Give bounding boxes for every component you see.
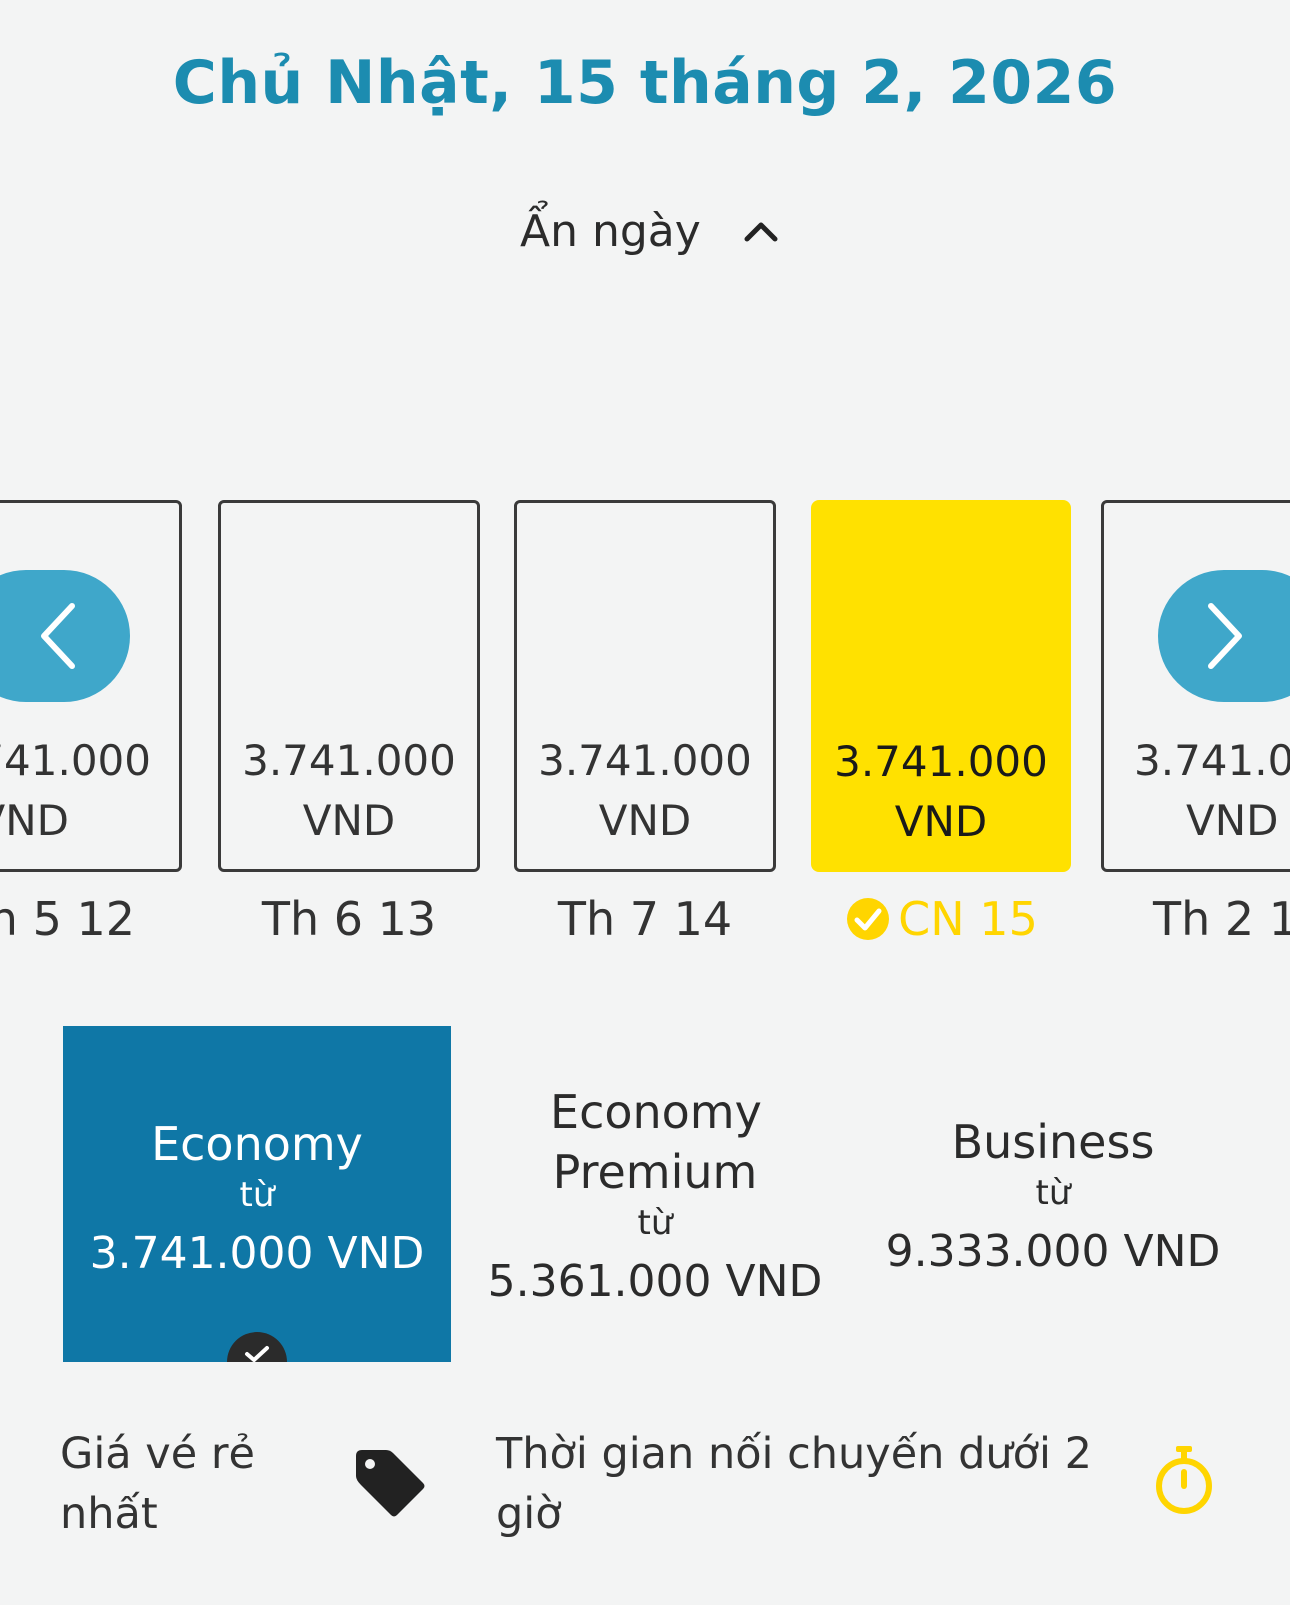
day-price-amount: 3.741.000 [538,736,752,785]
day-price-currency: VND [598,796,692,845]
day-price: 3.741.000 VND [811,732,1071,852]
feature-short-connection-label: Thời gian nối chuyến dưới 2 giờ [496,1429,1092,1539]
price-tag-icon [356,1450,425,1517]
day-label-text: CN 15 [898,892,1038,946]
cabin-business[interactable]: Business từ 9.333.000 VND [858,1026,1248,1362]
day-card-selected[interactable]: 3.741.000 VND [811,500,1071,872]
cabin-economy-premium[interactable]: Economy Premium từ 5.361.000 VND [460,1026,850,1362]
day-price-amount: 741.000 [0,736,151,785]
day-price-amount: 3.741.000 [242,736,456,785]
day-price-currency: VND [894,797,988,846]
day-price: 741.000 VND [0,731,179,851]
day-label: Th 7 14 [557,892,733,946]
day-price-currency: VND [0,796,69,845]
day-price: 3.741.000 VND [221,731,477,851]
day-carousel: 741.000 VND h 5 12 3.741.000 VND Th 6 13… [0,500,1290,970]
day-price-currency: VND [1186,796,1279,845]
day-label: Th 2 1 [1153,892,1290,946]
day-card[interactable]: 3.741.000 VND [218,500,480,872]
day-price: 3.741.00 VND [1104,731,1290,851]
check-icon [227,1332,287,1362]
hide-days-label: Ẩn ngày [520,205,701,257]
cabin-price: 9.333.000 VND [885,1226,1221,1277]
cabin-price: 3.741.000 VND [89,1228,425,1279]
cabin-name: Economy [151,1117,363,1171]
cabin-from: từ [637,1203,673,1243]
day-price: 3.741.000 VND [517,731,773,851]
cabin-from: từ [1035,1173,1071,1213]
chevron-up-icon [744,222,778,242]
day-price-amount: 3.741.00 [1134,736,1290,785]
cabin-price: 5.361.000 VND [487,1256,823,1307]
prev-day-button[interactable] [0,570,130,702]
hide-days-toggle[interactable]: Ẩn ngày [520,196,781,266]
feature-cheapest-label: Giá vé rẻ nhất [60,1429,255,1539]
cabin-economy[interactable]: Economy từ 3.741.000 VND [63,1026,451,1362]
day-label: Th 6 13 [261,892,437,946]
cabin-from: từ [239,1175,275,1215]
day-label: h 5 12 [0,892,135,946]
day-price-amount: 3.741.000 [834,737,1048,786]
day-label-selected: CN 15 [811,892,1073,946]
day-card[interactable]: 3.741.000 VND [514,500,776,872]
day-price-currency: VND [302,796,396,845]
cabin-name: Business [951,1115,1155,1169]
check-circle-icon [847,898,890,940]
chevron-left-icon [41,603,75,669]
page-title: Chủ Nhật, 15 tháng 2, 2026 [172,48,1118,118]
chevron-right-icon [1208,603,1242,669]
next-day-button[interactable] [1158,570,1290,702]
cabin-name: Economy Premium [550,1085,762,1199]
stopwatch-icon [1156,1446,1212,1514]
